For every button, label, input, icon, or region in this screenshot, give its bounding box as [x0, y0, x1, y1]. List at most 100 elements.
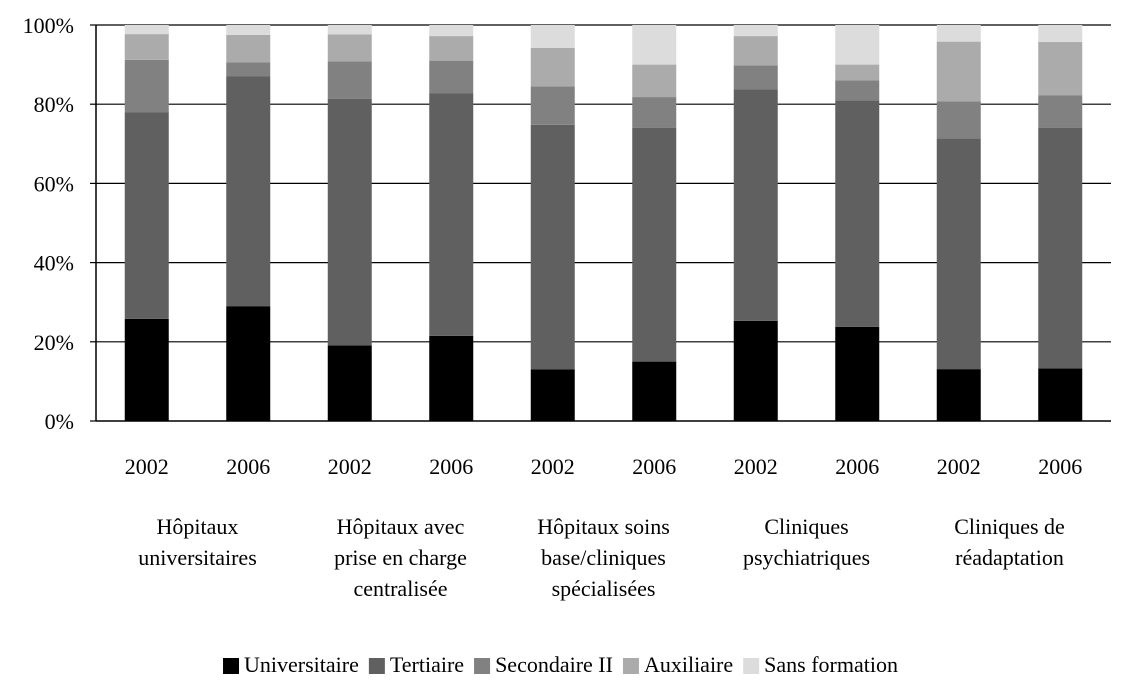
bar-segment-secondaire-ii: [936, 101, 981, 139]
bar-segment-tertiaire: [429, 93, 474, 336]
legend-swatch: [474, 658, 491, 674]
bar-segment-tertiaire: [226, 76, 271, 307]
bar-segment-tertiaire: [530, 124, 575, 370]
bar-segment-universitaire: [1038, 368, 1083, 421]
legend-swatch: [622, 658, 639, 674]
bar-segment-secondaire-ii: [1038, 95, 1083, 128]
category-label: Hôpitaux: [157, 514, 239, 539]
bar-segment-auxiliaire: [936, 41, 981, 102]
category-label: Cliniques de: [954, 514, 1065, 539]
bar-segment-sans-formation: [327, 25, 372, 35]
bar-segment-tertiaire: [1038, 127, 1083, 369]
bar-segment-universitaire: [632, 361, 677, 421]
bar-segment-auxiliaire: [429, 36, 474, 61]
bar-segment-auxiliaire: [733, 36, 778, 66]
bar-segment-secondaire-ii: [530, 86, 575, 125]
bar-segment-universitaire: [530, 369, 575, 421]
y-tick-label: 60%: [34, 171, 74, 196]
bar-segment-secondaire-ii: [226, 62, 271, 77]
category-label: prise en charge: [334, 545, 467, 570]
x-tick-label: 2002: [328, 454, 372, 479]
bar-segment-universitaire: [733, 320, 778, 421]
y-tick-labels: 0% 20% 40% 60% 80% 100%: [23, 13, 74, 434]
category-label: psychiatriques: [743, 545, 870, 570]
legend: Universitaire Tertiaire Secondaire II Auxil…: [223, 652, 898, 677]
bar-segment-secondaire-ii: [733, 65, 778, 90]
x-tick-label: 2006: [226, 454, 270, 479]
bar-segment-universitaire: [226, 306, 271, 421]
x-tick-label: 2006: [1038, 454, 1082, 479]
bar-segment-sans-formation: [733, 25, 778, 37]
bar-segment-sans-formation: [226, 25, 271, 35]
y-tick-label: 40%: [34, 251, 74, 276]
bar-segment-universitaire: [327, 345, 372, 421]
category-label: spécialisées: [552, 576, 656, 601]
category-label: Hôpitaux soins: [537, 514, 670, 539]
category-label: Cliniques: [764, 514, 848, 539]
bar-segment-secondaire-ii: [632, 97, 677, 128]
y-tick-label: 0%: [45, 409, 74, 434]
bar-segment-auxiliaire: [632, 64, 677, 98]
category-label: Hôpitaux avec: [337, 514, 465, 539]
bar-segment-tertiaire: [327, 98, 372, 346]
bar-segment-sans-formation: [530, 25, 575, 48]
bar-segment-universitaire: [936, 369, 981, 421]
bar-segment-secondaire-ii: [327, 61, 372, 99]
bar-segment-auxiliaire: [835, 64, 880, 81]
category-label: centralisée: [353, 576, 447, 601]
legend-item: Tertiaire: [368, 652, 464, 677]
bar-segment-secondaire-ii: [429, 60, 474, 94]
legend-label: Universitaire: [244, 652, 359, 677]
x-tick-label: 2002: [125, 454, 169, 479]
x-tick-label: 2006: [835, 454, 879, 479]
category-label: réadaptation: [955, 545, 1064, 570]
legend-swatch: [368, 658, 385, 674]
legend-label: Sans formation: [764, 652, 898, 677]
bar-segment-tertiaire: [124, 112, 169, 319]
x-tick-label: 2002: [937, 454, 981, 479]
y-tick-label: 20%: [34, 330, 74, 355]
legend-item: Auxiliaire: [622, 652, 733, 677]
bar-segment-auxiliaire: [226, 34, 271, 63]
legend-label: Tertiaire: [390, 652, 464, 677]
bar-segment-sans-formation: [429, 25, 474, 37]
bar-segment-sans-formation: [124, 25, 169, 35]
bar-segment-auxiliaire: [327, 34, 372, 62]
bar-segment-universitaire: [835, 326, 880, 421]
legend-item: Sans formation: [743, 652, 898, 677]
x-tick-label: 2002: [531, 454, 575, 479]
x-tick-labels: 2002 2006 2002 2006 2002 2006 2002 2006 2002 2006: [125, 454, 1083, 479]
legend-label: Auxiliaire: [644, 652, 733, 677]
bar-segment-universitaire: [429, 335, 474, 421]
category-labels: Hôpitaux universitaires Hôpitaux avec prise…: [138, 514, 1065, 601]
bar-segment-tertiaire: [936, 138, 981, 370]
x-tick-label: 2002: [734, 454, 778, 479]
bars: [124, 25, 1083, 421]
x-tick-label: 2006: [429, 454, 473, 479]
bar-segment-auxiliaire: [1038, 42, 1083, 96]
legend-label: Secondaire II: [495, 652, 613, 677]
x-tick-label: 2006: [632, 454, 676, 479]
legend-swatch: [223, 658, 240, 674]
bar-segment-auxiliaire: [124, 34, 169, 60]
legend-item: Secondaire II: [474, 652, 613, 677]
bar-segment-tertiaire: [632, 127, 677, 362]
bar-segment-auxiliaire: [530, 47, 575, 87]
legend-item: Universitaire: [223, 652, 359, 677]
bar-segment-sans-formation: [835, 25, 880, 65]
bar-segment-tertiaire: [835, 100, 880, 327]
category-label: base/cliniques: [541, 545, 666, 570]
category-label: universitaires: [138, 545, 257, 570]
axes: [95, 25, 1111, 422]
bar-segment-sans-formation: [1038, 25, 1083, 43]
bar-segment-secondaire-ii: [124, 59, 169, 113]
bar-segment-tertiaire: [733, 89, 778, 321]
bar-segment-sans-formation: [936, 25, 981, 42]
y-tick-label: 100%: [23, 13, 74, 38]
bar-segment-universitaire: [124, 318, 169, 421]
bar-segment-secondaire-ii: [835, 80, 880, 101]
y-tick-label: 80%: [34, 92, 74, 117]
bar-segment-sans-formation: [632, 25, 677, 65]
legend-swatch: [743, 658, 760, 674]
